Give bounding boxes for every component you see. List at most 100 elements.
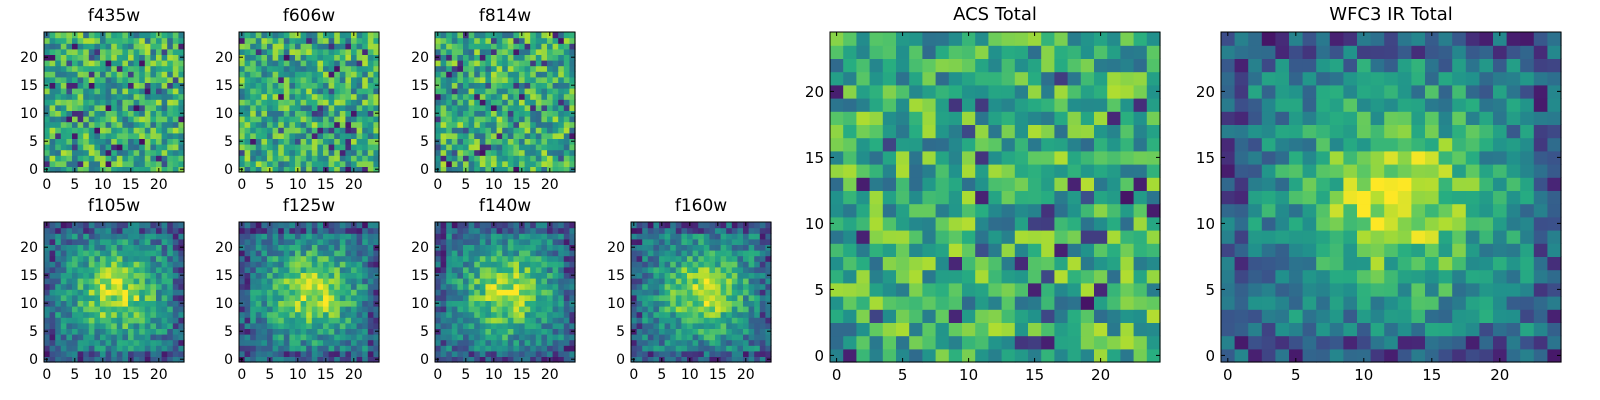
heatmap-cell xyxy=(759,250,766,257)
heatmap-cell xyxy=(636,328,643,335)
heatmap-cell xyxy=(653,350,660,357)
heatmap-cell xyxy=(563,155,570,162)
heatmap-cell xyxy=(715,322,722,329)
heatmap-cell xyxy=(373,261,380,268)
heatmap-cell xyxy=(122,339,129,346)
heatmap-cell xyxy=(339,104,346,111)
heatmap-cell xyxy=(139,71,146,78)
heatmap-cell xyxy=(167,317,174,324)
heatmap-cell xyxy=(457,339,464,346)
heatmap-cell xyxy=(563,328,570,335)
heatmap-cell xyxy=(239,71,246,78)
heatmap-cell xyxy=(77,328,84,335)
heatmap-cell xyxy=(479,82,486,89)
heatmap-cell xyxy=(541,345,548,352)
heatmap-cell xyxy=(66,82,73,89)
heatmap-cell xyxy=(675,238,682,245)
heatmap-cell xyxy=(289,272,296,279)
heatmap-cell xyxy=(261,317,268,324)
heatmap-cell xyxy=(334,88,341,95)
heatmap-cell xyxy=(726,311,733,318)
heatmap-cell xyxy=(306,37,313,44)
heatmap-cell xyxy=(530,104,537,111)
heatmap-cell xyxy=(830,243,844,257)
heatmap-cell xyxy=(524,76,531,83)
heatmap-cells xyxy=(239,222,380,363)
heatmap-cell xyxy=(507,328,514,335)
heatmap-cell xyxy=(367,328,374,335)
heatmap-cell xyxy=(122,160,129,167)
heatmap-cell xyxy=(569,227,576,234)
heatmap-cell xyxy=(289,127,296,134)
heatmap-cell xyxy=(289,138,296,145)
heatmap-cell xyxy=(356,99,363,106)
heatmap-cell xyxy=(122,350,129,357)
heatmap-cell xyxy=(642,339,649,346)
heatmap-cell xyxy=(55,306,62,313)
heatmap-cell xyxy=(502,60,509,67)
heatmap-cell xyxy=(128,328,135,335)
heatmap-cell xyxy=(267,334,274,341)
heatmap-cell xyxy=(703,227,710,234)
heatmap-cell xyxy=(100,110,107,117)
heatmap-cell xyxy=(451,356,458,363)
heatmap-cell xyxy=(558,278,565,285)
heatmap-cell xyxy=(239,48,246,55)
heatmap-cell xyxy=(72,93,79,100)
heatmap-cell xyxy=(339,222,346,229)
heatmap-cell xyxy=(105,76,112,83)
heatmap-cell xyxy=(267,345,274,352)
heatmap-cell xyxy=(77,110,84,117)
heatmap-cell xyxy=(692,283,699,290)
heatmap-cell xyxy=(77,65,84,72)
heatmap-cell xyxy=(856,282,871,297)
heatmap-cell xyxy=(909,322,923,337)
heatmap-cell xyxy=(507,127,514,134)
heatmap-cell xyxy=(737,227,744,234)
heatmap-cell xyxy=(502,121,509,128)
heatmap-cell xyxy=(356,65,363,72)
heatmap-cell xyxy=(306,283,313,290)
heatmap-cell xyxy=(502,155,509,162)
heatmap-cell xyxy=(675,227,682,234)
heatmap-cell xyxy=(356,300,363,307)
heatmap-cell xyxy=(1054,348,1069,363)
heatmap-cell xyxy=(1094,177,1108,191)
heatmap-cell xyxy=(463,311,470,318)
heatmap-cell xyxy=(463,283,470,290)
heatmap-cell xyxy=(156,116,163,123)
heatmap-cell xyxy=(105,116,112,123)
heatmap-cell xyxy=(172,283,179,290)
heatmap-cell xyxy=(765,317,772,324)
heatmap-cell xyxy=(100,144,107,151)
heatmap-cell xyxy=(128,294,135,301)
heatmap-cell xyxy=(491,317,498,324)
heatmap-cell xyxy=(128,48,135,55)
heatmap-cell xyxy=(144,127,151,134)
heatmap-cell xyxy=(239,132,246,139)
heatmap-cell xyxy=(367,71,374,78)
heatmap-cell xyxy=(988,243,1003,257)
heatmap-cell xyxy=(55,317,62,324)
heatmap-cell xyxy=(759,244,766,251)
heatmap-cell xyxy=(339,144,346,151)
heatmap-cell xyxy=(100,233,107,240)
heatmap-cell xyxy=(289,155,296,162)
heatmap-cell xyxy=(737,356,744,363)
heatmap-cell xyxy=(49,144,56,151)
heatmap-cell xyxy=(440,149,447,156)
heatmap-cell xyxy=(356,93,363,100)
heatmap-cell xyxy=(541,166,548,173)
heatmap-cell xyxy=(49,227,56,234)
heatmap-cell xyxy=(133,37,140,44)
heatmap-cell xyxy=(524,266,531,273)
heatmap-cell xyxy=(150,227,157,234)
heatmap-cell xyxy=(1067,296,1082,310)
heatmap-cell xyxy=(60,160,67,167)
heatmap-cell xyxy=(435,76,442,83)
heatmap-cell xyxy=(283,127,290,134)
x-tick-label: 5 xyxy=(265,177,274,193)
x-tick-label: 0 xyxy=(237,177,246,193)
heatmap-cell xyxy=(692,294,699,301)
heatmap-cell xyxy=(88,261,95,268)
